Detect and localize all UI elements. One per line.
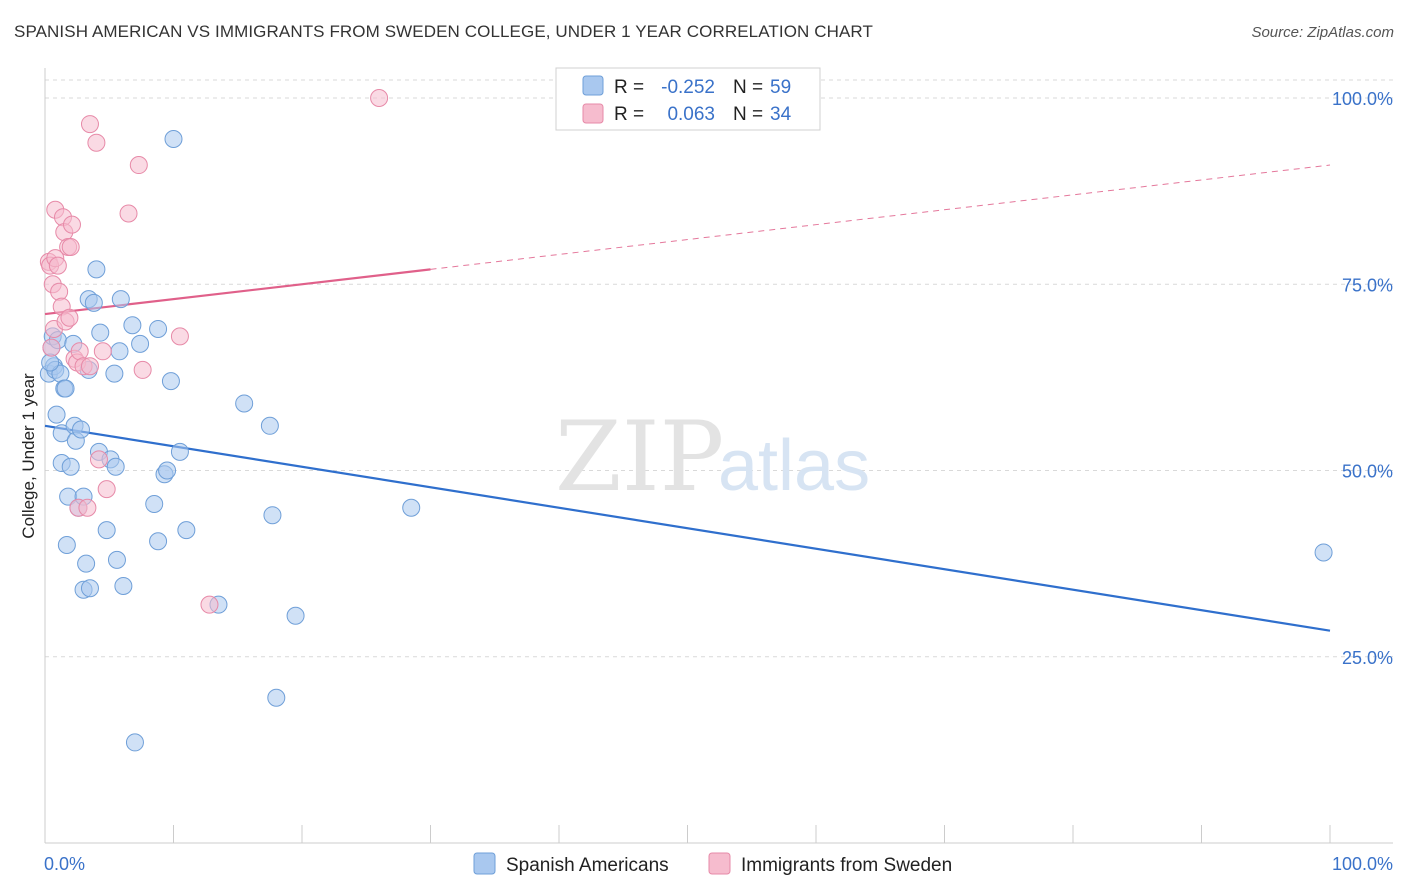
stats-r-label-1: R = [614, 104, 644, 125]
gridlines [45, 79, 1393, 658]
point-s1-7 [48, 256, 67, 275]
point-s0-26 [84, 293, 103, 312]
point-s1-26 [89, 450, 108, 469]
point-s0-39 [125, 733, 144, 752]
point-s1-14 [60, 308, 79, 327]
trend-line-dashed-1 [430, 164, 1331, 270]
axes [44, 68, 1393, 844]
stats-n-label-1: N = [733, 104, 763, 125]
point-s0-33 [106, 457, 125, 476]
point-s0-42 [149, 319, 168, 338]
series-legend: Spanish Americans Immigrants from Sweden [473, 852, 952, 876]
point-s1-30 [129, 156, 148, 175]
stats-n-value-1: 34 [770, 104, 792, 125]
point-s0-48 [170, 442, 189, 461]
point-s0-35 [110, 342, 129, 361]
chart-title: SPANISH AMERICAN VS IMMIGRANTS FROM SWED… [14, 22, 873, 41]
legend-label-immigrants-from-sweden: Immigrants from Sweden [741, 855, 952, 876]
point-s0-53 [263, 506, 282, 525]
point-s1-28 [97, 480, 116, 499]
legend-label-spanish-americans: Spanish Americans [506, 855, 669, 876]
trend-line-0 [44, 424, 1331, 632]
point-s0-54 [267, 688, 286, 707]
point-s0-25 [80, 579, 99, 598]
point-s0-58 [41, 353, 60, 372]
stats-legend: R = -0.252 N = 59 R = 0.063 N = 34 [555, 67, 821, 131]
point-s1-16 [62, 215, 81, 234]
x-tick-label-left: 0.0% [44, 854, 85, 874]
point-s1-27 [93, 342, 112, 361]
watermark-atlas: atlas [718, 426, 870, 506]
point-s0-22 [77, 554, 96, 573]
point-s0-12 [57, 536, 76, 554]
point-s1-15 [61, 238, 80, 256]
point-s0-43 [149, 532, 168, 551]
x-tick-label-right: 100.0% [1332, 854, 1393, 874]
stats-swatch-immigrants-from-sweden [582, 103, 604, 124]
point-s1-23 [80, 357, 99, 376]
point-s1-22 [78, 498, 97, 517]
point-s0-46 [161, 372, 180, 391]
point-s0-56 [402, 498, 421, 517]
point-s1-8 [50, 282, 69, 301]
stats-r-value-1: 0.063 [667, 104, 715, 125]
point-s1-24 [80, 115, 99, 134]
point-s0-40 [131, 334, 150, 353]
point-s0-37 [114, 576, 133, 595]
watermark-zip: ZIP [555, 401, 724, 513]
trend-line-solid-1 [44, 268, 431, 316]
trend-lines [44, 164, 1331, 632]
stats-r-label-0: R = [614, 77, 644, 98]
point-s0-11 [56, 379, 75, 398]
stats-n-label-0: N = [733, 77, 763, 98]
data-points [39, 89, 1333, 752]
point-s0-38 [123, 316, 142, 335]
point-s0-49 [177, 521, 196, 540]
point-s1-33 [200, 595, 219, 614]
y-tick-label-1: 50.0% [1342, 462, 1393, 482]
point-s0-27 [87, 260, 106, 279]
source-label: Source: ZipAtlas.com [1251, 24, 1394, 41]
point-s1-32 [170, 327, 189, 346]
point-s0-30 [97, 521, 116, 540]
point-s0-19 [71, 420, 90, 439]
y-axis-label: College, Under 1 year [19, 373, 38, 539]
point-s0-57 [1314, 543, 1333, 562]
point-s0-32 [105, 364, 124, 383]
point-s0-55 [286, 606, 305, 625]
y-tick-label-2: 75.0% [1342, 275, 1393, 295]
point-s0-51 [235, 394, 254, 413]
legend-swatch-spanish-americans [473, 852, 496, 875]
point-s0-14 [61, 457, 80, 476]
point-s0-36 [111, 290, 130, 309]
y-tick-labels: 25.0% 50.0% 75.0% 100.0% [1332, 89, 1393, 668]
point-s0-47 [164, 129, 183, 148]
legend-swatch-immigrants-from-sweden [708, 852, 731, 875]
stats-r-value-0: -0.252 [661, 77, 715, 98]
point-s0-34 [107, 550, 126, 569]
stats-swatch-spanish-americans [582, 75, 604, 96]
point-s1-25 [87, 133, 106, 152]
point-s0-41 [145, 495, 164, 514]
stats-n-value-0: 59 [770, 77, 791, 98]
point-s0-52 [260, 416, 279, 435]
point-s1-20 [70, 342, 89, 361]
point-s0-29 [91, 323, 110, 342]
point-s0-45 [158, 461, 177, 480]
y-tick-label-0: 25.0% [1342, 648, 1393, 668]
point-s1-29 [119, 204, 138, 223]
point-s1-2 [42, 338, 61, 357]
point-s1-34 [370, 89, 389, 107]
point-s1-31 [133, 360, 152, 379]
point-s0-5 [47, 405, 66, 424]
y-tick-label-3: 100.0% [1332, 89, 1393, 109]
